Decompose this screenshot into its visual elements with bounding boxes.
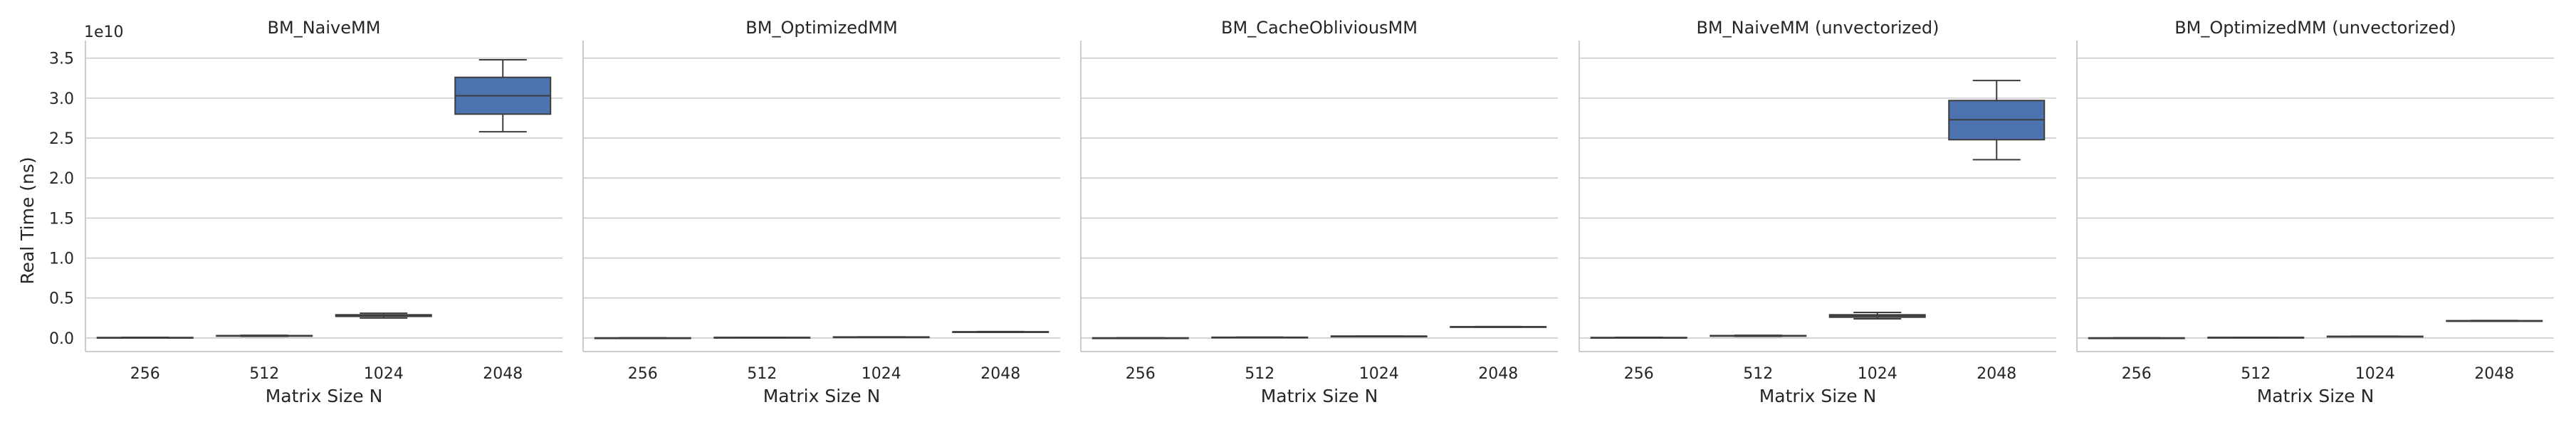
box-plot bbox=[713, 337, 811, 339]
x-tick-label: 512 bbox=[747, 365, 777, 383]
box-plot bbox=[96, 337, 194, 339]
facet-panel: 0.0 0.5 1.0 1.5 2.0 2.5 3.0 3.5 BM_NaiveMM 256 512… bbox=[49, 18, 562, 406]
box-plot bbox=[1590, 337, 1687, 339]
box-plot bbox=[1211, 336, 1309, 339]
facet-panel: BM_OptimizedMM (unvectorized) 256 512 1024 2… bbox=[2076, 18, 2554, 406]
x-tick-label: 2048 bbox=[980, 365, 1020, 383]
x-tick-label: 256 bbox=[1624, 365, 1654, 383]
x-tick-label: 256 bbox=[130, 365, 160, 383]
box-plot bbox=[2088, 337, 2185, 339]
facet-panels: 0.0 0.5 1.0 1.5 2.0 2.5 3.0 3.5 BM_NaiveMM 256 512… bbox=[49, 18, 2554, 406]
box-plot bbox=[216, 334, 313, 337]
panel-title: BM_NaiveMM bbox=[268, 18, 381, 38]
x-tick-label: 1024 bbox=[1858, 365, 1897, 383]
panel-title: BM_OptimizedMM bbox=[745, 18, 897, 38]
x-tick-label: 1024 bbox=[1359, 365, 1399, 383]
x-tick-label: 2048 bbox=[1976, 365, 2016, 383]
x-tick-label: 256 bbox=[2122, 365, 2152, 383]
box-plot bbox=[1948, 80, 2046, 161]
box-plot bbox=[594, 337, 691, 339]
box-plot bbox=[1828, 311, 1926, 320]
x-axis-label: Matrix Size N bbox=[266, 386, 383, 406]
y-tick-label: 1.0 bbox=[49, 251, 74, 268]
x-axis-label: Matrix Size N bbox=[763, 386, 881, 406]
y-tick-label: 0.0 bbox=[49, 330, 74, 348]
y-tick-label: 0.5 bbox=[49, 290, 74, 308]
x-tick-label: 512 bbox=[1245, 365, 1274, 383]
x-axis-label: Matrix Size N bbox=[2257, 386, 2375, 406]
y-axis-label: Real Time (ns) bbox=[17, 157, 38, 284]
x-axis-label: Matrix Size N bbox=[1261, 386, 1378, 406]
x-tick-label: 256 bbox=[628, 365, 658, 383]
y-tick-label: 1.5 bbox=[49, 210, 74, 228]
y-tick-label: 3.5 bbox=[49, 51, 74, 68]
box-plot bbox=[1330, 335, 1428, 338]
box-plot bbox=[2207, 337, 2305, 339]
y-offset-label: 1e10 bbox=[84, 23, 124, 41]
box-plot bbox=[454, 58, 552, 133]
x-tick-label: 2048 bbox=[2474, 365, 2514, 383]
y-tick-label: 2.5 bbox=[49, 130, 74, 148]
x-tick-label: 1024 bbox=[364, 365, 404, 383]
box-plot bbox=[1091, 337, 1189, 339]
x-axis-label: Matrix Size N bbox=[1759, 386, 1877, 406]
x-tick-label: 256 bbox=[1126, 365, 1156, 383]
panel-title: BM_OptimizedMM (unvectorized) bbox=[2174, 18, 2456, 38]
box-plot bbox=[335, 312, 432, 319]
box-plot bbox=[1710, 334, 1807, 337]
panel-title: BM_CacheObliviousMM bbox=[1221, 18, 1418, 38]
x-tick-label: 1024 bbox=[2355, 365, 2395, 383]
x-tick-label: 2048 bbox=[1478, 365, 1518, 383]
facet-panel: BM_NaiveMM (unvectorized) 256 512 1024 2048 M… bbox=[1578, 18, 2056, 406]
facet-panel: BM_CacheObliviousMM 256 512 1024 2048 Matrix … bbox=[1080, 18, 1558, 406]
x-tick-label: 512 bbox=[1743, 365, 1773, 383]
box-plot bbox=[2446, 320, 2543, 322]
facet-panel: BM_OptimizedMM 256 512 1024 2048 Matrix Size … bbox=[582, 18, 1060, 406]
x-tick-label: 2048 bbox=[483, 365, 523, 383]
box-plot bbox=[2326, 335, 2424, 338]
y-tick-label: 3.0 bbox=[49, 90, 74, 108]
panel-title: BM_NaiveMM (unvectorized) bbox=[1696, 18, 1939, 38]
x-tick-label: 512 bbox=[2241, 365, 2271, 383]
y-tick-label: 2.0 bbox=[49, 170, 74, 188]
x-tick-label: 512 bbox=[249, 365, 279, 383]
x-tick-label: 1024 bbox=[862, 365, 901, 383]
